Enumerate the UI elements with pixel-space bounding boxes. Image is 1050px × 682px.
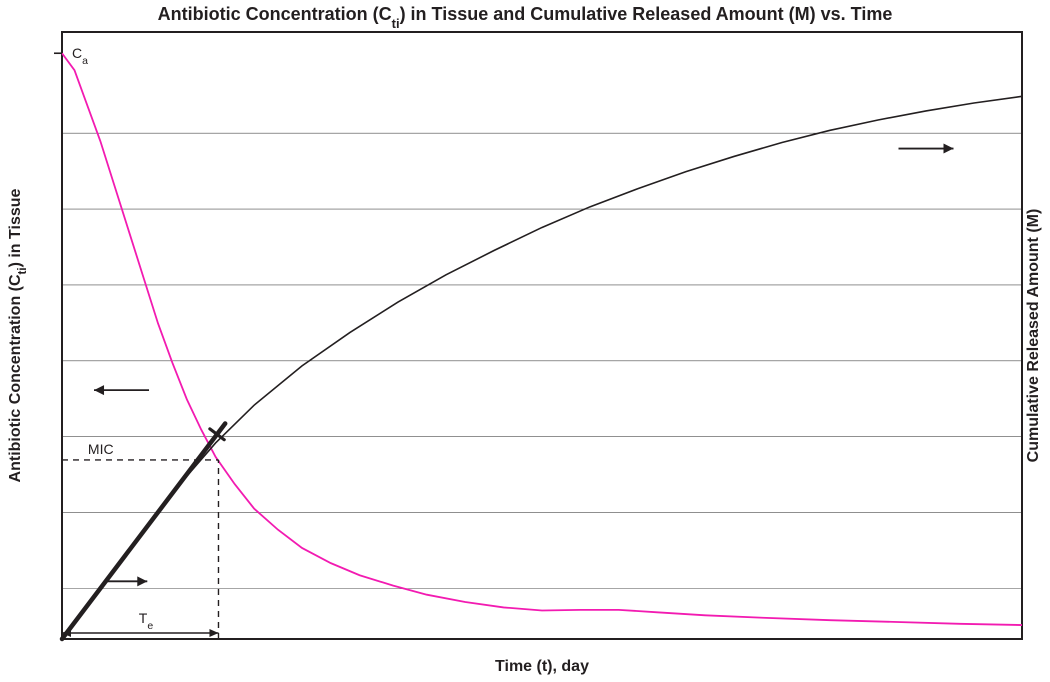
x-axis-label: Time (t), day (495, 658, 589, 675)
y-axis-right-label: Cumulative Released Amount (M) (1025, 209, 1042, 463)
chart: MICTeCaAntibiotic Concentration (Cti) in… (0, 0, 1050, 682)
mic-label: MIC (88, 441, 114, 457)
